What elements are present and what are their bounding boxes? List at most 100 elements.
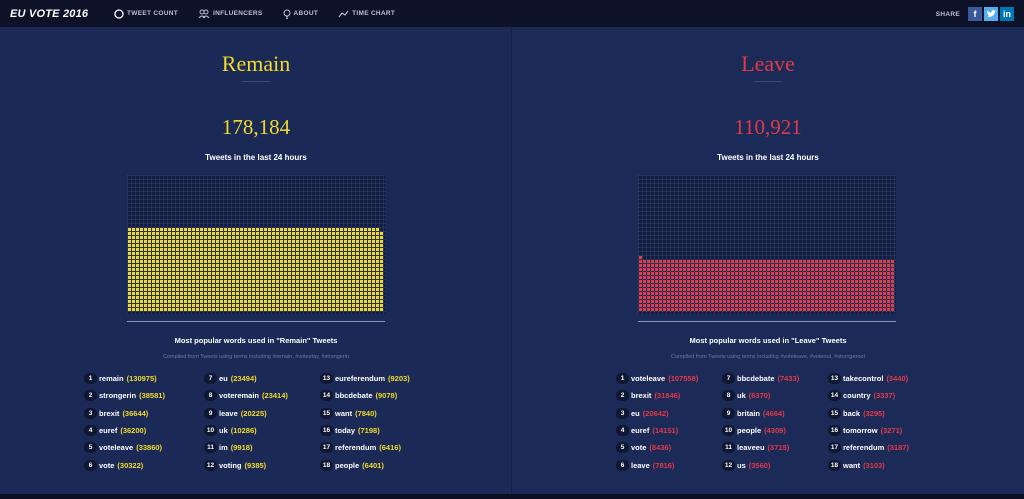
word-count: (6370): [748, 391, 771, 401]
remain-grid-square: [252, 308, 255, 311]
leave-grid-square: [671, 280, 674, 283]
remain-grid-square: [360, 236, 363, 239]
leave-grid-square: [867, 280, 870, 283]
line-chart-icon: [338, 10, 349, 17]
leave-grid-square: [767, 272, 770, 275]
remain-grid-square: [244, 276, 247, 279]
remain-grid-square: [300, 236, 303, 239]
remain-grid-square: [228, 244, 231, 247]
remain-grid-square: [324, 236, 327, 239]
leave-grid-square: [791, 288, 794, 291]
leave-grid-square: [783, 288, 786, 291]
remain-grid-square: [128, 244, 131, 247]
leave-grid-square: [683, 272, 686, 275]
leave-grid-square: [747, 272, 750, 275]
leave-grid-square: [791, 300, 794, 303]
remain-grid-square: [216, 240, 219, 243]
brand-logo[interactable]: EU VOTE 2016: [10, 7, 89, 20]
leave-grid-square: [699, 260, 702, 263]
remain-grid-square: [240, 232, 243, 235]
nav-influencers[interactable]: INFLUENCERS: [198, 9, 263, 19]
remain-grid-square: [372, 228, 375, 231]
remain-grid-square: [156, 236, 159, 239]
leave-grid-square: [763, 308, 766, 311]
nav-time-chart[interactable]: TIME CHART: [338, 10, 395, 18]
remain-grid-square: [200, 236, 203, 239]
linkedin-share-button[interactable]: in: [1000, 7, 1014, 21]
remain-grid-square: [224, 296, 227, 299]
leave-words-title: Most popular words used in "Leave" Tweet…: [689, 336, 847, 345]
remain-grid-square: [236, 296, 239, 299]
remain-grid-square: [316, 300, 319, 303]
remain-grid-square: [340, 240, 343, 243]
remain-grid-square: [264, 248, 267, 251]
leave-grid-square: [875, 304, 878, 307]
leave-grid-square: [691, 304, 694, 307]
remain-grid-square: [328, 228, 331, 231]
leave-grid-square: [827, 260, 830, 263]
remain-grid-square: [252, 240, 255, 243]
leave-grid-square: [711, 268, 714, 271]
leave-grid-square: [815, 304, 818, 307]
facebook-share-button[interactable]: f: [968, 7, 982, 21]
remain-grid-square: [232, 264, 235, 267]
leave-grid-square: [835, 280, 838, 283]
twitter-share-button[interactable]: [984, 7, 998, 21]
remain-grid-square: [136, 252, 139, 255]
word-label: im: [219, 443, 228, 453]
leave-grid-square: [675, 292, 678, 295]
remain-grid-square: [288, 268, 291, 271]
remain-grid-square: [148, 232, 151, 235]
remain-grid-square: [252, 248, 255, 251]
remain-grid-square: [328, 296, 331, 299]
leave-grid-square: [807, 292, 810, 295]
leave-grid-square: [819, 260, 822, 263]
leave-grid-square: [755, 284, 758, 287]
remain-grid-square: [180, 228, 183, 231]
leave-grid-square: [783, 280, 786, 283]
remain-grid-square: [224, 232, 227, 235]
remain-grid-square: [296, 228, 299, 231]
remain-grid-square: [316, 292, 319, 295]
leave-grid-square: [867, 272, 870, 275]
leave-grid-square: [855, 300, 858, 303]
leave-grid-square: [671, 304, 674, 307]
remain-grid-square: [276, 248, 279, 251]
remain-grid-square: [352, 256, 355, 259]
leave-grid-square: [731, 276, 734, 279]
remain-grid-square: [268, 244, 271, 247]
remain-grid-square: [248, 232, 251, 235]
remain-word-item: 16 today (7198): [320, 422, 410, 439]
remain-grid-square: [284, 300, 287, 303]
remain-grid-square: [176, 308, 179, 311]
remain-grid-square: [252, 284, 255, 287]
nav-tweet-count[interactable]: TWEET COUNT: [114, 8, 178, 19]
remain-grid-square: [152, 228, 155, 231]
remain-grid-square: [148, 292, 151, 295]
remain-grid-square: [216, 264, 219, 267]
leave-grid-square: [875, 260, 878, 263]
remain-grid-square: [136, 284, 139, 287]
remain-grid-square: [368, 304, 371, 307]
leave-grid-square: [743, 296, 746, 299]
remain-grid-square: [216, 296, 219, 299]
nav-about[interactable]: ABOUT: [283, 9, 319, 19]
leave-grid-square: [719, 280, 722, 283]
word-count: (4664): [762, 408, 785, 418]
leave-grid-square: [659, 276, 662, 279]
leave-grid-square: [855, 280, 858, 283]
remain-grid-square: [312, 232, 315, 235]
remain-grid-square: [152, 248, 155, 251]
remain-grid-square: [180, 256, 183, 259]
remain-grid-square: [272, 308, 275, 311]
leave-grid-square: [779, 280, 782, 283]
remain-grid-square: [192, 228, 195, 231]
leave-grid-square: [799, 300, 802, 303]
rank-badge: 17: [828, 442, 841, 454]
remain-grid-square: [376, 240, 379, 243]
remain-grid-square: [212, 272, 215, 275]
remain-grid-square: [148, 228, 151, 231]
remain-grid-square: [200, 252, 203, 255]
remain-grid-square: [364, 248, 367, 251]
remain-grid-square: [208, 268, 211, 271]
